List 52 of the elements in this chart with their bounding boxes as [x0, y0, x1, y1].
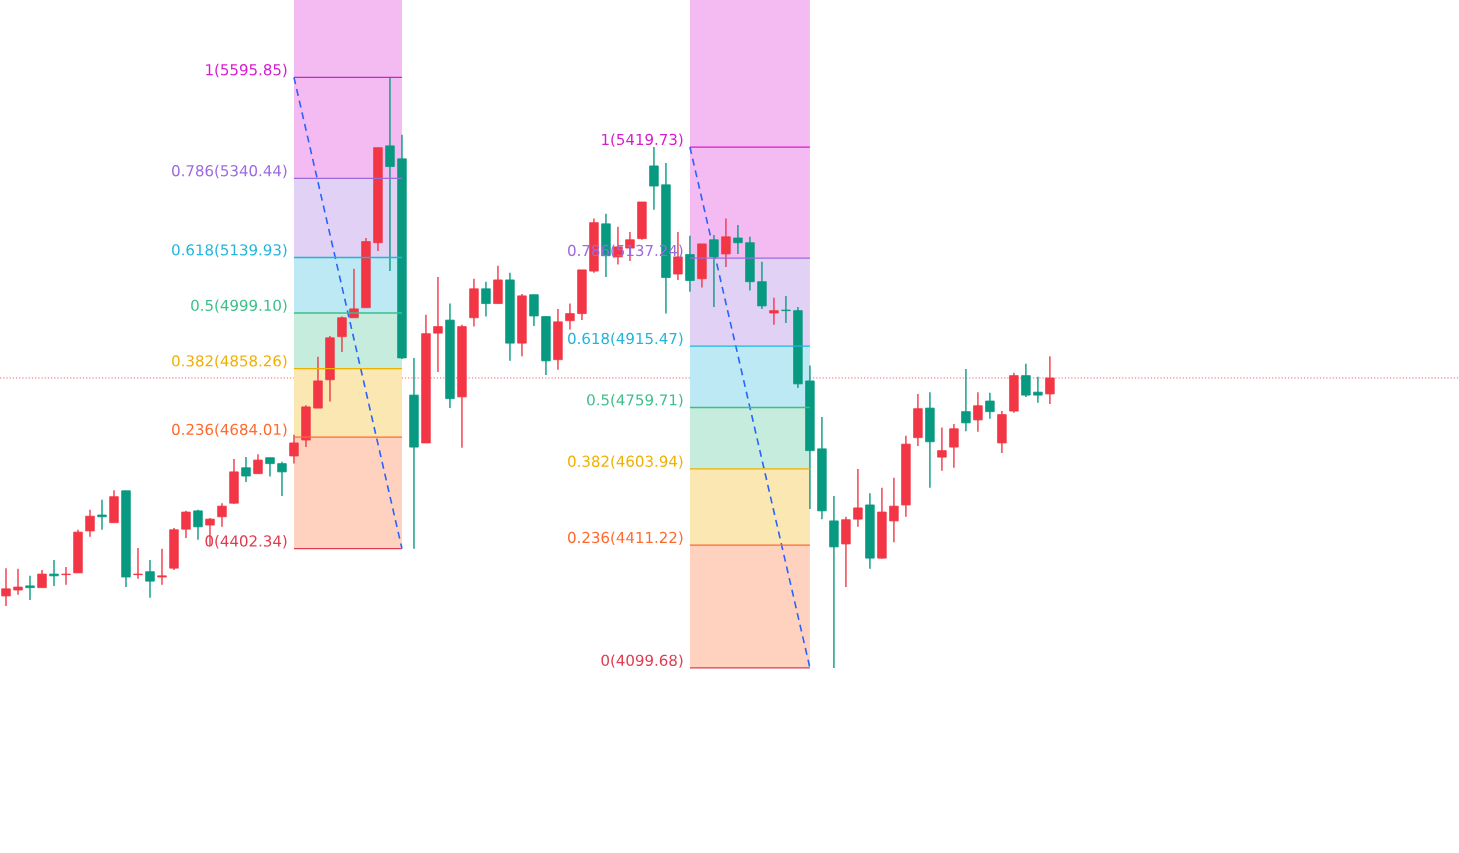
series-label: 0.5(4759.71)	[587, 393, 683, 408]
candlestick	[61, 566, 71, 586]
series-label: 0.618(4915.47)	[568, 332, 683, 346]
candlestick	[25, 575, 35, 601]
candlestick	[49, 559, 59, 587]
candlestick	[937, 426, 947, 472]
series-label: 0.5(4999.10)	[191, 299, 287, 313]
series-label: 0.236(4411.22)	[568, 531, 683, 545]
candlestick	[217, 502, 227, 528]
candlestick	[721, 217, 731, 268]
candlestick	[289, 433, 299, 465]
series-label: 0.382(4858.26)	[172, 354, 287, 369]
candlestick	[97, 498, 107, 531]
candlestick	[481, 281, 491, 318]
series-label: 0.236(4684.01)	[172, 423, 287, 437]
candlestick	[529, 294, 539, 327]
candlestick	[769, 296, 779, 326]
series-label: 0(4099.68)	[601, 654, 683, 668]
candlestick	[277, 461, 287, 497]
candlestick	[1033, 376, 1043, 404]
candlestick	[85, 508, 95, 538]
candlestick	[649, 146, 659, 211]
candlestick	[337, 315, 347, 353]
candlestick	[781, 295, 791, 324]
candlestick	[493, 265, 503, 305]
candlestick	[253, 453, 263, 475]
series-label: 0.786(5340.44)	[172, 164, 287, 179]
candlestick	[265, 457, 275, 478]
candlestick	[709, 234, 719, 308]
candlestick	[157, 547, 167, 586]
candlestick	[889, 477, 899, 543]
series-label: 0.382(4603.94)	[568, 455, 683, 469]
candlestick	[181, 510, 191, 539]
series-label: 0.618(5139.93)	[172, 243, 287, 258]
candlestick	[133, 547, 143, 580]
series-label: 1(5595.85)	[206, 63, 287, 78]
candlestick	[13, 568, 23, 596]
candlestick	[1021, 363, 1031, 398]
candlestick	[853, 468, 863, 528]
candlestick	[949, 423, 959, 469]
candlestick	[985, 392, 995, 420]
series-label: 1(5419.73)	[602, 133, 683, 147]
candlestick	[193, 508, 203, 541]
candlestick	[1, 567, 11, 607]
candlestick	[973, 391, 983, 433]
candlestick	[961, 368, 971, 432]
candlestick	[565, 302, 575, 331]
candlestick	[385, 76, 395, 272]
candlestick	[433, 276, 443, 373]
candlestick	[145, 559, 155, 599]
candlestick	[241, 456, 251, 483]
candlestick	[733, 224, 743, 255]
